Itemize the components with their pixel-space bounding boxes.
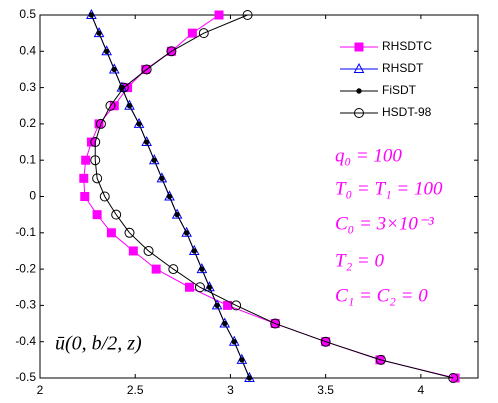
- x-tick-label: 4: [418, 383, 425, 397]
- data-point: [159, 175, 165, 182]
- data-point: [320, 336, 331, 347]
- data-point: [194, 282, 205, 293]
- data-point: [128, 246, 138, 256]
- axis-label: ū(0, b/2, z): [55, 333, 142, 355]
- data-point: [111, 66, 117, 73]
- data-point: [81, 155, 91, 165]
- x-tick-label: 2.5: [127, 383, 144, 397]
- data-point: [246, 375, 253, 381]
- legend-label: RHSDT: [382, 61, 424, 75]
- data-point: [166, 46, 177, 57]
- data-point: [103, 48, 110, 54]
- data-point: [95, 118, 106, 129]
- annotation: T₂ = 0: [335, 250, 384, 271]
- data-point: [239, 357, 245, 363]
- data-point: [151, 157, 157, 163]
- annotation: C₁ = C₂ = 0: [335, 285, 428, 306]
- data-point: [199, 266, 205, 272]
- data-point: [168, 264, 179, 275]
- legend-label: HSDT-98: [382, 105, 432, 119]
- data-point: [214, 10, 224, 20]
- data-point: [231, 300, 242, 311]
- data-point: [143, 245, 154, 256]
- data-point: [448, 373, 459, 383]
- y-tick-label: 0.4: [19, 43, 36, 57]
- data-point: [231, 339, 237, 345]
- y-tick-label: 0.2: [19, 116, 36, 130]
- data-point: [92, 210, 102, 220]
- data-point: [136, 121, 142, 127]
- legend-label: RHSDTC: [382, 39, 432, 53]
- data-point: [198, 28, 209, 39]
- y-tick-label: 0.1: [19, 152, 36, 166]
- x-tick-label: 2: [37, 383, 44, 397]
- data-point: [106, 228, 116, 238]
- data-point: [214, 302, 220, 309]
- annotation: q₀ = 100: [335, 145, 402, 166]
- data-point: [166, 193, 173, 200]
- x-tick-label: 3: [227, 383, 234, 397]
- data-point: [151, 264, 161, 274]
- data-point: [187, 28, 197, 38]
- y-tick-label: 0.5: [19, 7, 36, 21]
- data-point: [90, 137, 101, 148]
- data-point: [191, 248, 197, 254]
- legend-marker: [354, 42, 364, 52]
- data-point: [270, 318, 281, 329]
- legend-marker: [356, 88, 362, 94]
- y-tick-label: -0.3: [15, 298, 36, 312]
- legend-box: [330, 35, 475, 133]
- data-point: [174, 211, 180, 218]
- legend-marker: [354, 108, 364, 118]
- y-tick-label: -0.4: [15, 334, 36, 348]
- y-tick-label: 0: [29, 189, 36, 203]
- series-line: [94, 14, 454, 379]
- data-point: [141, 64, 152, 75]
- y-tick-label: -0.2: [15, 261, 36, 275]
- data-point: [79, 173, 89, 183]
- y-tick-label: 0.3: [19, 80, 36, 94]
- data-point: [126, 103, 133, 109]
- data-point: [105, 100, 116, 111]
- data-point: [184, 282, 194, 292]
- data-point: [222, 320, 228, 327]
- data-point: [88, 12, 95, 18]
- y-tick-label: -0.5: [15, 370, 36, 384]
- data-point: [143, 139, 150, 145]
- annotation: T₀ = T₁ = 100: [335, 178, 443, 199]
- data-point: [375, 354, 386, 365]
- y-tick-label: -0.1: [15, 225, 36, 239]
- data-point: [80, 192, 90, 201]
- legend-marker: [353, 62, 365, 73]
- data-point: [99, 191, 110, 202]
- data-point: [90, 155, 101, 166]
- legend-label: FiSDT: [382, 83, 417, 97]
- data-point: [183, 230, 190, 236]
- data-point: [96, 30, 102, 36]
- data-point: [118, 82, 129, 93]
- x-tick-label: 3.5: [317, 383, 334, 397]
- data-point: [111, 209, 122, 220]
- annotation: C₀ = 3×10⁻³: [335, 213, 434, 234]
- data-point: [124, 227, 135, 238]
- data-point: [206, 284, 213, 290]
- data-point: [92, 173, 103, 184]
- data-point: [242, 10, 253, 20]
